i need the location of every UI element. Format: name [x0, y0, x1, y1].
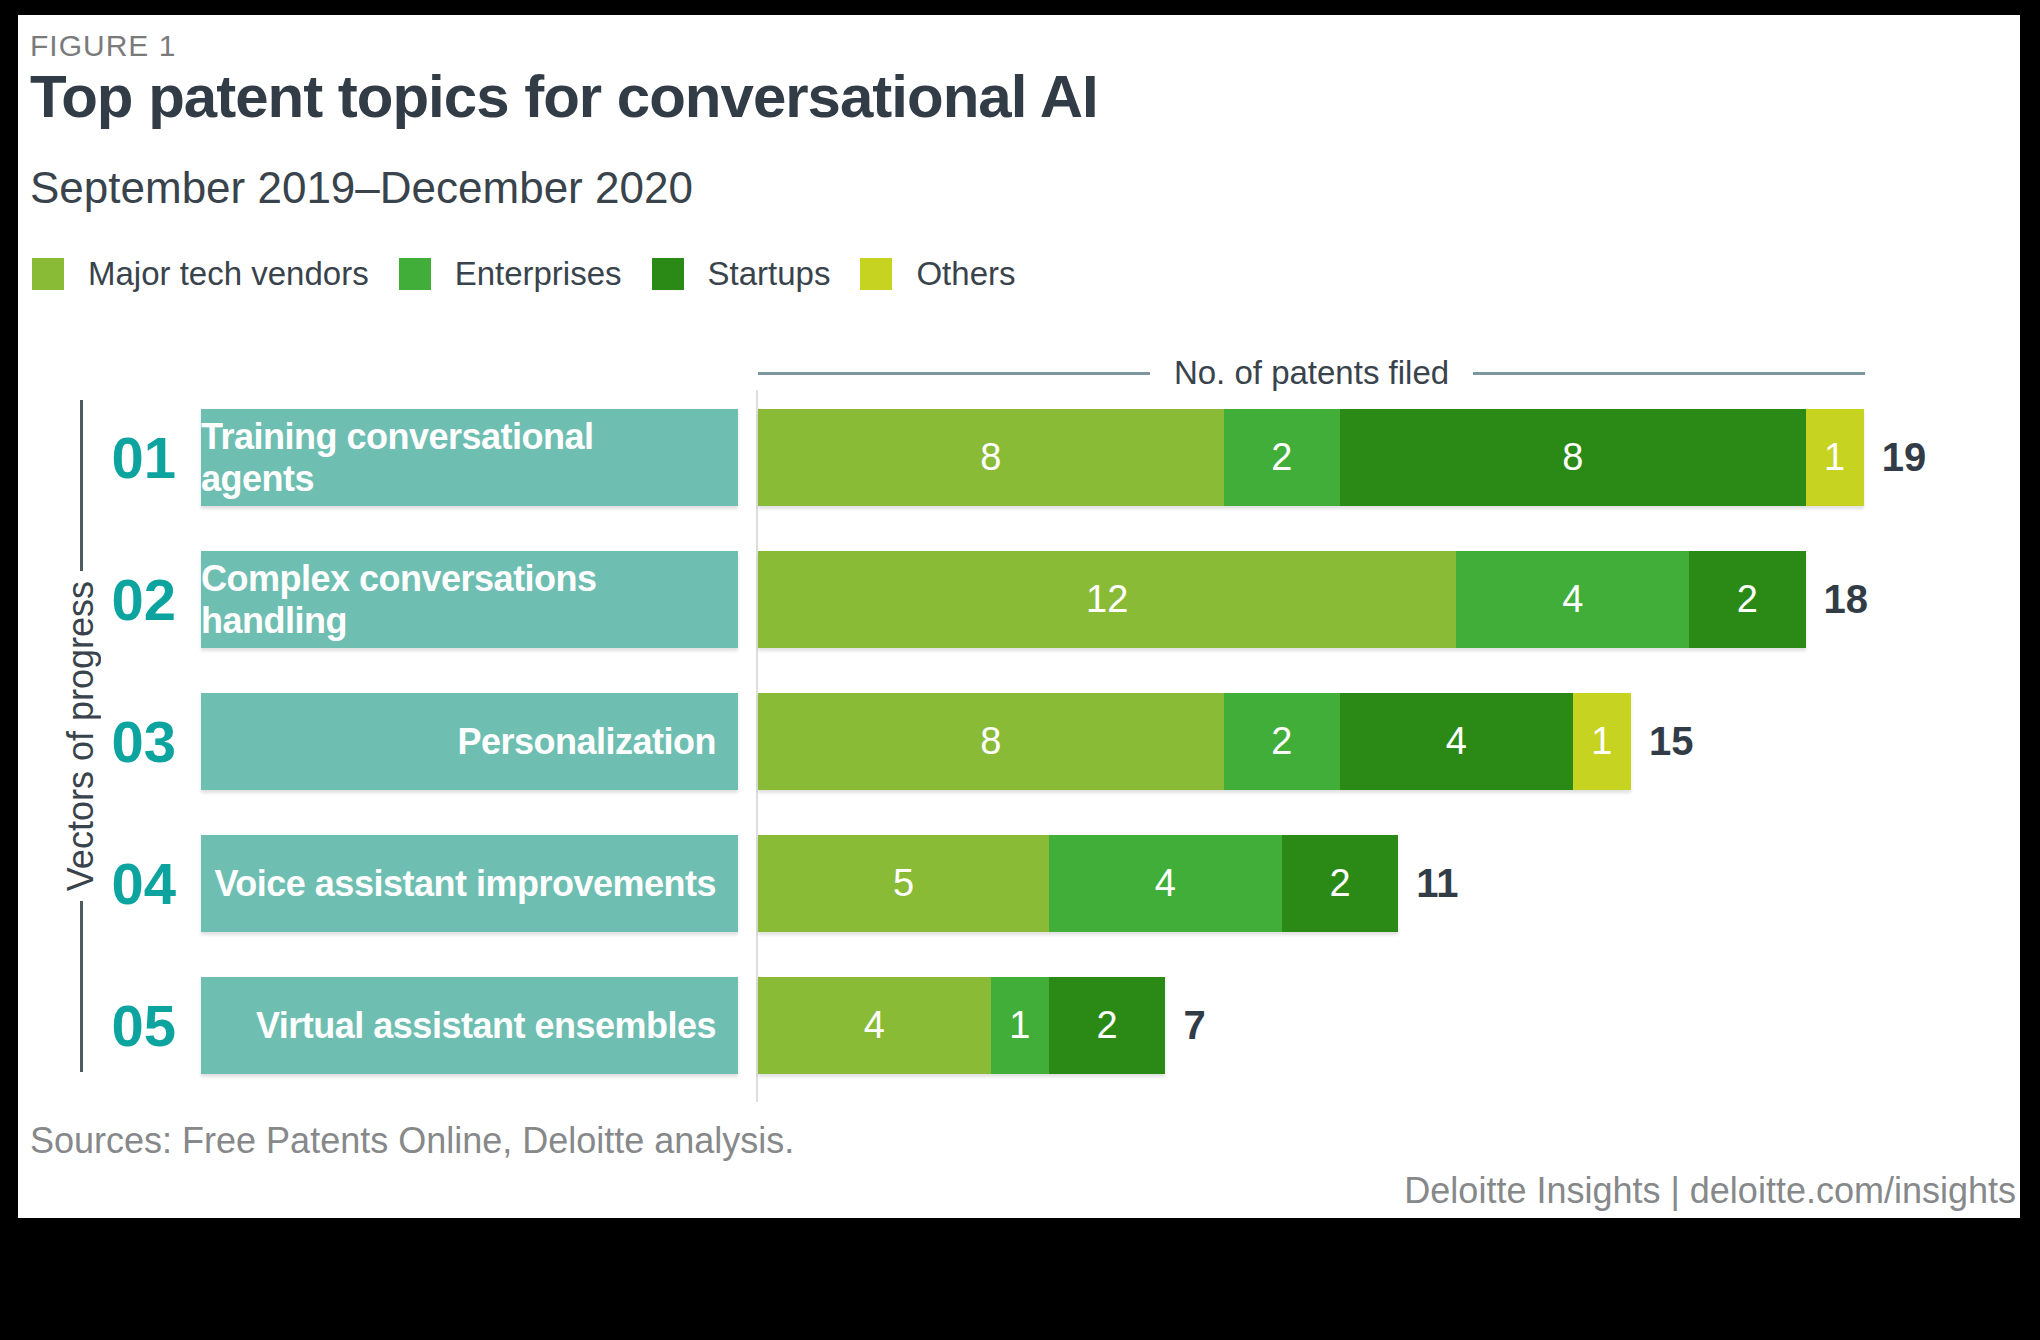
chart-row: 05 Virtual assistant ensembles 412 7 [18, 977, 2020, 1074]
row-number: 03 [18, 693, 186, 790]
bar-segment-startups: 2 [1689, 551, 1805, 648]
bar-segment-enterprises: 2 [1224, 409, 1340, 506]
row-number: 01 [18, 409, 186, 506]
axis-rule-right [1473, 372, 1865, 375]
row-label: Voice assistant improvements [201, 835, 738, 932]
sources-note: Sources: Free Patents Online, Deloitte a… [30, 1120, 794, 1162]
stacked-bar: 412 [758, 977, 1165, 1074]
bar-segment-enterprises: 1 [991, 977, 1049, 1074]
x-axis-header: No. of patents filed [758, 353, 1865, 393]
legend-swatch-icon [32, 258, 64, 290]
legend: Major tech vendors Enterprises Startups Oth… [32, 255, 1046, 293]
row-total: 11 [1416, 835, 1458, 932]
legend-item: Others [860, 255, 1015, 293]
bar-segment-major-tech-vendors: 12 [758, 551, 1456, 648]
stacked-bar: 8241 [758, 693, 1631, 790]
bar-segment-others: 1 [1806, 409, 1864, 506]
legend-label: Major tech vendors [88, 255, 369, 293]
legend-label: Others [916, 255, 1015, 293]
row-total: 19 [1882, 409, 1927, 506]
legend-swatch-icon [652, 258, 684, 290]
stacked-bar: 8281 [758, 409, 1864, 506]
row-total: 7 [1183, 977, 1205, 1074]
bar-segment-startups: 4 [1340, 693, 1573, 790]
axis-rule-left [758, 372, 1150, 375]
legend-swatch-icon [860, 258, 892, 290]
bar-segment-enterprises: 4 [1049, 835, 1282, 932]
row-number: 04 [18, 835, 186, 932]
bar-segment-startups: 8 [1340, 409, 1806, 506]
stacked-bar: 542 [758, 835, 1398, 932]
bar-segment-enterprises: 2 [1224, 693, 1340, 790]
row-label: Personalization [201, 693, 738, 790]
row-number: 02 [18, 551, 186, 648]
figure-label: FIGURE 1 [30, 29, 176, 63]
page-title: Top patent topics for conversational AI [30, 65, 1098, 128]
x-axis-title: No. of patents filed [1174, 354, 1449, 392]
subtitle: September 2019–December 2020 [30, 163, 693, 213]
bar-segment-major-tech-vendors: 5 [758, 835, 1049, 932]
bar-segment-others: 1 [1573, 693, 1631, 790]
legend-label: Enterprises [455, 255, 622, 293]
legend-item: Major tech vendors [32, 255, 369, 293]
chart-row: 03 Personalization 8241 15 [18, 693, 2020, 790]
row-number: 05 [18, 977, 186, 1074]
chart-row: 04 Voice assistant improvements 542 11 [18, 835, 2020, 932]
legend-swatch-icon [399, 258, 431, 290]
bar-segment-startups: 2 [1282, 835, 1398, 932]
bar-segment-major-tech-vendors: 8 [758, 693, 1224, 790]
bar-segment-enterprises: 4 [1456, 551, 1689, 648]
chart-rows: 01 Training conversational agents 8281 1… [18, 409, 2020, 1119]
legend-item: Startups [652, 255, 831, 293]
bar-segment-major-tech-vendors: 4 [758, 977, 991, 1074]
chart-row: 01 Training conversational agents 8281 1… [18, 409, 2020, 506]
row-total: 18 [1824, 551, 1869, 648]
legend-label: Startups [708, 255, 831, 293]
row-label: Virtual assistant ensembles [201, 977, 738, 1074]
stacked-bar: 1242 [758, 551, 1806, 648]
row-label: Complex conversations handling [201, 551, 738, 648]
bar-segment-startups: 2 [1049, 977, 1165, 1074]
chart-row: 02 Complex conversations handling 1242 1… [18, 551, 2020, 648]
row-total: 15 [1649, 693, 1694, 790]
figure-panel: FIGURE 1 Top patent topics for conversat… [18, 15, 2020, 1218]
row-label: Training conversational agents [201, 409, 738, 506]
legend-item: Enterprises [399, 255, 622, 293]
figure-page: FIGURE 1 Top patent topics for conversat… [0, 0, 2040, 1340]
bar-segment-major-tech-vendors: 8 [758, 409, 1224, 506]
footer-credit: Deloitte Insights | deloitte.com/insight… [1404, 1170, 2016, 1212]
